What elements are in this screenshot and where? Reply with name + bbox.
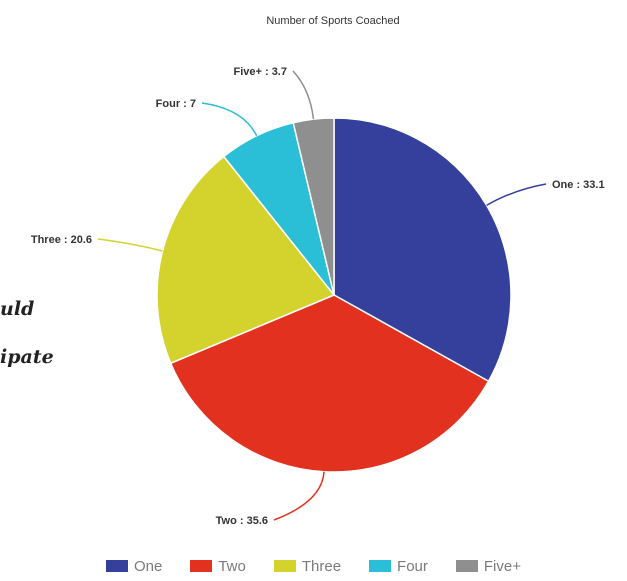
legend-swatch-two: [190, 560, 213, 572]
leader-line-five-plus: [292, 70, 315, 120]
legend-item-two[interactable]: Two: [190, 558, 246, 575]
legend-item-four[interactable]: Four: [369, 558, 428, 575]
leader-lines: [97, 70, 547, 521]
legend-label-five-plus: Five+: [483, 557, 521, 575]
legend-label-one: One: [133, 557, 163, 575]
legend-swatch-four: [369, 560, 392, 572]
legend-label-two: Two: [218, 557, 246, 575]
pie-slice-five-plus: [292, 117, 335, 296]
chart-legend: One Two Three Four Five+: [0, 554, 627, 578]
legend-item-five-plus[interactable]: Five+: [455, 557, 521, 575]
data-label-four: Four : 7: [156, 98, 196, 110]
legend-item-three[interactable]: Three: [273, 557, 342, 575]
pie-chart: Number of Sports Coached One : 33.1 Two :…: [31, 15, 605, 527]
legend-swatch-one: [105, 560, 128, 572]
data-label-two: Two : 35.6: [216, 515, 268, 527]
legend-label-three: Three: [301, 557, 342, 575]
data-label-five-plus: Five+ : 3.7: [233, 66, 287, 78]
leader-line-three: [97, 238, 163, 252]
data-labels: One : 33.1 Two : 35.6 Three : 20.6 Four : 7…: [31, 66, 605, 527]
leader-line-two: [273, 471, 325, 521]
legend-label-four: Four: [397, 557, 428, 575]
legend-swatch-three: [273, 560, 296, 572]
partial-side-text-2: ipate: [0, 346, 54, 368]
pie-slice-two: [169, 294, 490, 473]
chart-title: Number of Sports Coached: [266, 15, 399, 27]
partial-side-text-1: uld: [0, 298, 35, 320]
leader-line-four: [201, 102, 258, 137]
data-label-three: Three : 20.6: [31, 234, 92, 246]
legend-swatch-five-plus: [455, 560, 478, 572]
legend-item-one[interactable]: One: [105, 557, 163, 575]
pie-slices: [156, 117, 512, 473]
leader-line-one: [486, 183, 547, 207]
pie-slice-three: [156, 155, 336, 365]
pie-slice-one: [333, 117, 512, 383]
data-label-one: One : 33.1: [552, 179, 605, 191]
